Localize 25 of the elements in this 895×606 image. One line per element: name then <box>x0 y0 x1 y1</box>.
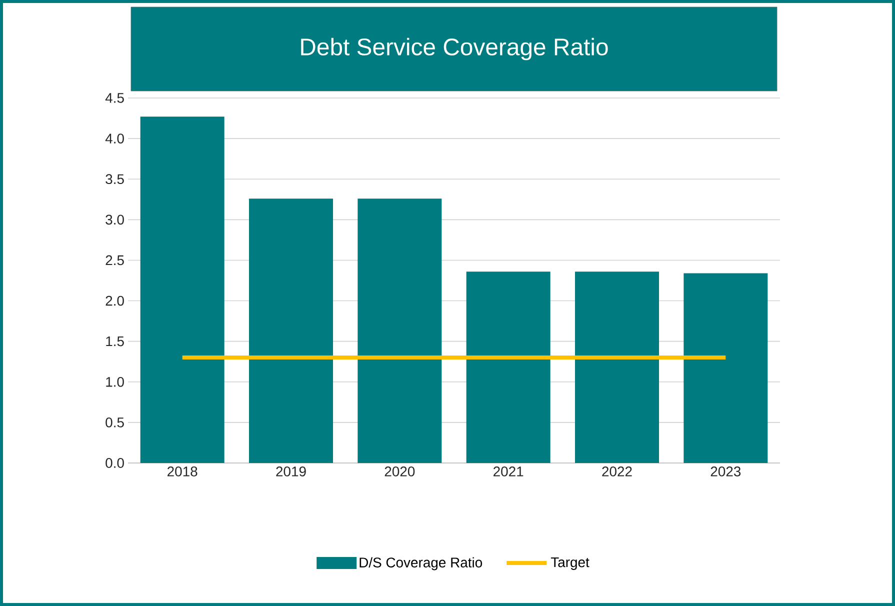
x-tick-label: 2023 <box>710 466 741 476</box>
bar <box>575 272 660 463</box>
legend-label: Target <box>550 557 590 570</box>
x-tick-label: 2021 <box>494 466 524 476</box>
x-tick-label: 2019 <box>276 466 306 476</box>
y-tick-label: 3.0 <box>106 214 124 225</box>
bar <box>466 272 550 463</box>
y-tick-label: 2.5 <box>106 255 124 266</box>
y-tick-label: 1.0 <box>106 376 124 387</box>
bar <box>249 198 334 463</box>
y-tick-label: 4.0 <box>105 134 124 144</box>
y-tick-label: 0.5 <box>106 417 124 428</box>
y-tick-label: 0.0 <box>106 458 124 468</box>
chart-title: Debt Service Coverage Ratio <box>301 38 608 60</box>
y-tick-label: 2.0 <box>106 296 124 306</box>
bar <box>358 198 442 463</box>
y-tick-label: 4.5 <box>105 93 124 103</box>
x-tick-label: 2020 <box>384 466 415 476</box>
x-tick-label: 2022 <box>602 466 632 476</box>
bar <box>140 116 224 463</box>
legend-label: D/S Coverage Ratio <box>360 557 482 570</box>
bar <box>684 273 768 463</box>
y-tick-label: 3.5 <box>106 174 124 184</box>
x-tick-label: 2018 <box>168 466 198 476</box>
y-tick-label: 1.5 <box>106 336 124 346</box>
